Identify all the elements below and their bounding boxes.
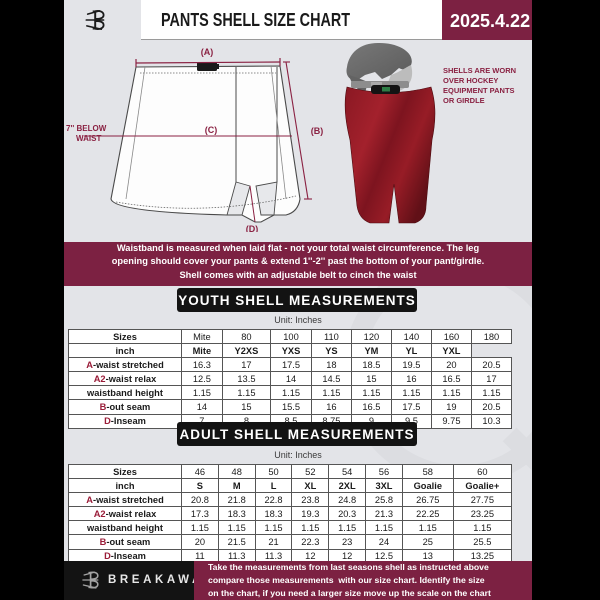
svg-text:(A): (A): [201, 47, 214, 57]
svg-text:(D): (D): [246, 224, 259, 232]
svg-text:WAIST: WAIST: [76, 134, 101, 143]
svg-text:(C): (C): [205, 125, 218, 135]
svg-text:SHELLS ARE WORN: SHELLS ARE WORN: [443, 66, 516, 75]
svg-text:(B): (B): [311, 126, 324, 136]
svg-text:OR GIRDLE: OR GIRDLE: [443, 96, 485, 105]
svg-text:EQUIPMENT PANTS: EQUIPMENT PANTS: [443, 86, 515, 95]
svg-text:OVER HOCKEY: OVER HOCKEY: [443, 76, 498, 85]
svg-text:7'' BELOW: 7'' BELOW: [66, 124, 107, 133]
